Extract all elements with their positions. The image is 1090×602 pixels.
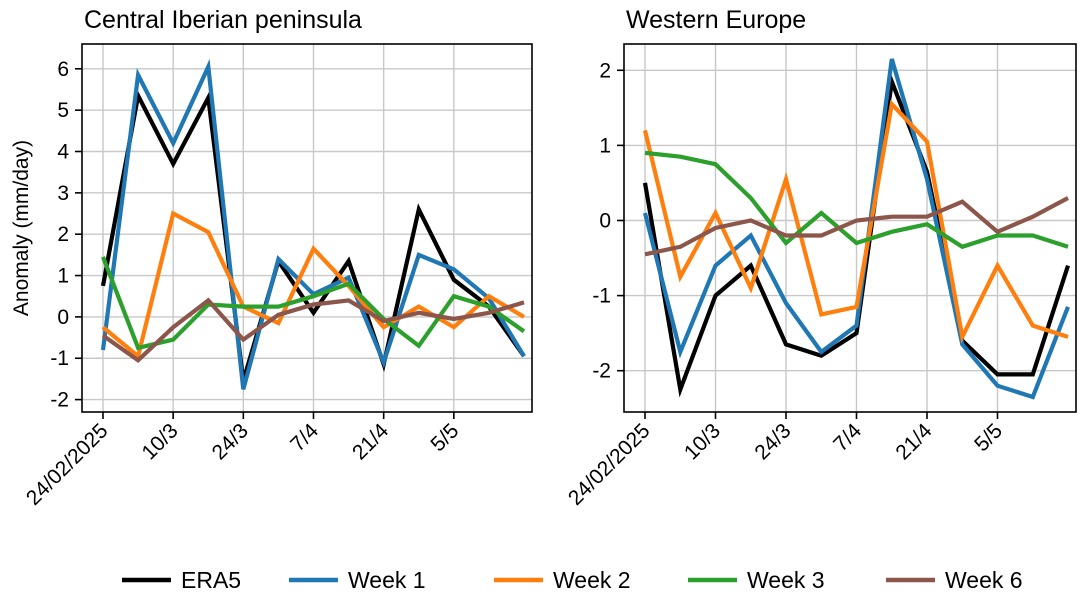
plot-frame <box>81 43 533 413</box>
x-tick-label: 10/3 <box>138 419 183 464</box>
series-line-week-2 <box>101 210 526 360</box>
legend-label-week-2: Week 2 <box>553 567 631 593</box>
y-tick-label: -1 <box>592 285 611 308</box>
y-tick-label: 0 <box>599 209 611 232</box>
y-tick-label: 6 <box>57 58 69 81</box>
panel-central-iberian: Central Iberian peninsula -2 -1 0 1 2 3 4 5 6 24/0… <box>10 6 533 510</box>
x-tick-label: 24/3 <box>750 419 795 464</box>
y-tick-label: -1 <box>50 347 69 370</box>
y-tick-label: 0 <box>57 306 69 329</box>
series-line-era5 <box>100 89 526 382</box>
legend-label-week-6: Week 6 <box>945 567 1023 593</box>
y-tick-label: 5 <box>57 99 69 122</box>
y-tick-label: 3 <box>57 182 69 205</box>
legend: ERA5 Week 1 Week 2 Week 3 Week 6 <box>122 567 1023 593</box>
legend-label-era5: ERA5 <box>181 567 241 593</box>
x-tick-label: 7/4 <box>286 419 323 456</box>
y-tick-label: 1 <box>599 134 611 157</box>
y-tick-label: 4 <box>57 141 69 164</box>
x-tick-label: 5/5 <box>426 419 463 456</box>
series-line-week-3 <box>644 150 1069 250</box>
series-line-week-6 <box>644 196 1069 257</box>
y-axis-label: Anomaly (mm/day) <box>10 140 33 316</box>
chart-title: Central Iberian peninsula <box>84 6 362 34</box>
legend-label-week-1: Week 1 <box>348 567 426 593</box>
plot-frame <box>623 43 1077 413</box>
gridlines <box>82 44 532 412</box>
series-line-week-1 <box>642 58 1070 400</box>
y-tick-label: 2 <box>57 223 69 246</box>
x-tick-label: 24/02/2025 <box>564 419 655 510</box>
series-line-era5 <box>642 73 1070 398</box>
panel-western-europe: Western Europe -2 -1 0 1 2 24/02/2025 10/3 24/3 7… <box>564 6 1077 510</box>
legend-label-week-3: Week 3 <box>747 567 825 593</box>
x-tick-label: 24/02/2025 <box>22 419 113 510</box>
x-tick-label: 5/5 <box>970 419 1007 456</box>
x-tick-label: 24/3 <box>208 419 253 464</box>
y-tick-label: -2 <box>592 360 611 383</box>
y-tick-label: 1 <box>57 265 69 288</box>
x-tick-label: 10/3 <box>680 419 725 464</box>
series-line-week-2 <box>642 99 1069 344</box>
gridlines <box>624 44 1076 412</box>
series-line-week-3 <box>101 256 526 351</box>
x-tick-label: 7/4 <box>829 419 866 456</box>
y-tick-label: -2 <box>50 389 69 412</box>
chart-title: Western Europe <box>626 6 806 34</box>
y-tick-label: 2 <box>599 59 611 82</box>
series-line-week-6 <box>101 297 525 364</box>
x-tick-label: 21/4 <box>891 419 936 464</box>
x-tick-label: 21/4 <box>348 419 393 464</box>
